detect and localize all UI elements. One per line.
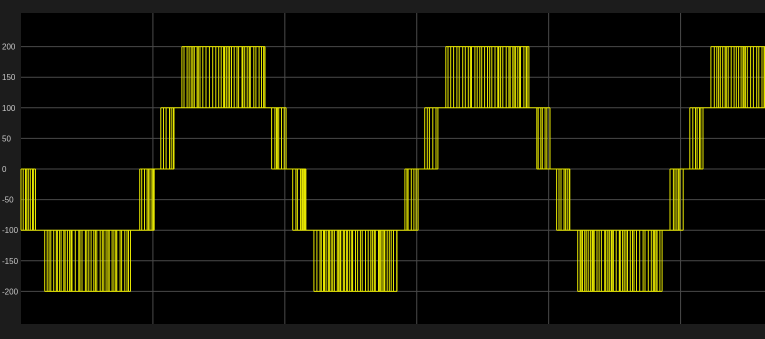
y-tick-label: -100 [2,226,19,235]
series-line [20,46,765,292]
y-tick-label: -200 [2,287,19,296]
signal-trace [20,46,765,292]
y-tick-label: 50 [2,134,11,143]
y-tick-label: 200 [2,43,16,52]
y-tick-label: 0 [2,165,7,174]
y-axis-tick-labels: 200 150 100 50 0 -50 -100 -150 -200 [2,43,19,297]
y-tick-label: -50 [2,196,14,205]
y-tick-label: 150 [2,73,16,82]
y-tick-label: -150 [2,257,19,266]
y-tick-label: 100 [2,104,16,113]
